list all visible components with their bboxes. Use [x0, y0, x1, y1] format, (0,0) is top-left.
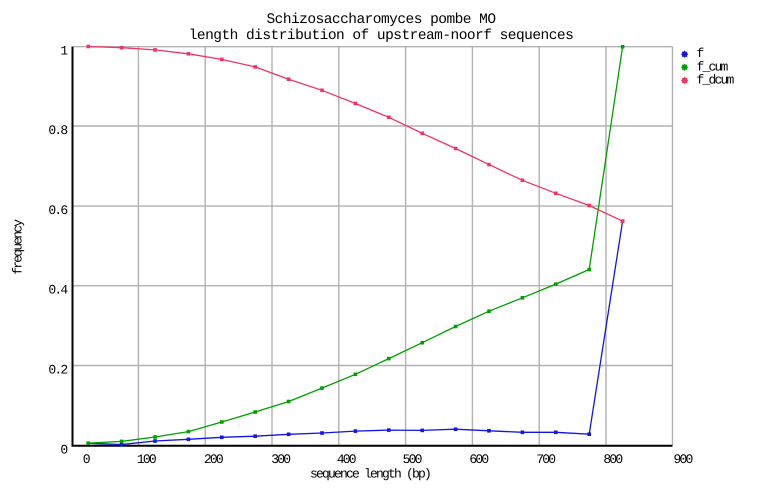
svg-text:200: 200 [204, 452, 223, 467]
svg-text:600: 600 [469, 452, 488, 467]
svg-text:500: 500 [403, 452, 422, 467]
svg-text:900: 900 [673, 452, 692, 467]
svg-text:700: 700 [536, 452, 555, 467]
svg-text:length distribution of upstrea: length distribution of upstream-noorf se… [189, 28, 574, 44]
svg-text:0.4: 0.4 [48, 283, 68, 298]
svg-text:f: f [697, 46, 704, 61]
svg-text:100: 100 [137, 452, 156, 467]
svg-text:0.2: 0.2 [48, 362, 67, 377]
svg-text:f_cum: f_cum [697, 59, 729, 74]
svg-text:sequence length (bp): sequence length (bp) [310, 467, 430, 482]
svg-text:400: 400 [337, 452, 356, 467]
svg-text:0: 0 [83, 452, 90, 467]
svg-text:0: 0 [60, 442, 67, 457]
svg-text:Schizosaccharomyces pombe MO: Schizosaccharomyces pombe MO [266, 12, 495, 28]
svg-text:frequency: frequency [10, 219, 25, 275]
svg-text:800: 800 [603, 452, 622, 467]
svg-text:1: 1 [60, 44, 68, 59]
svg-text:f_dcum: f_dcum [697, 73, 735, 88]
svg-text:300: 300 [271, 452, 290, 467]
svg-text:0.6: 0.6 [48, 203, 67, 218]
svg-text:0.8: 0.8 [48, 123, 67, 138]
